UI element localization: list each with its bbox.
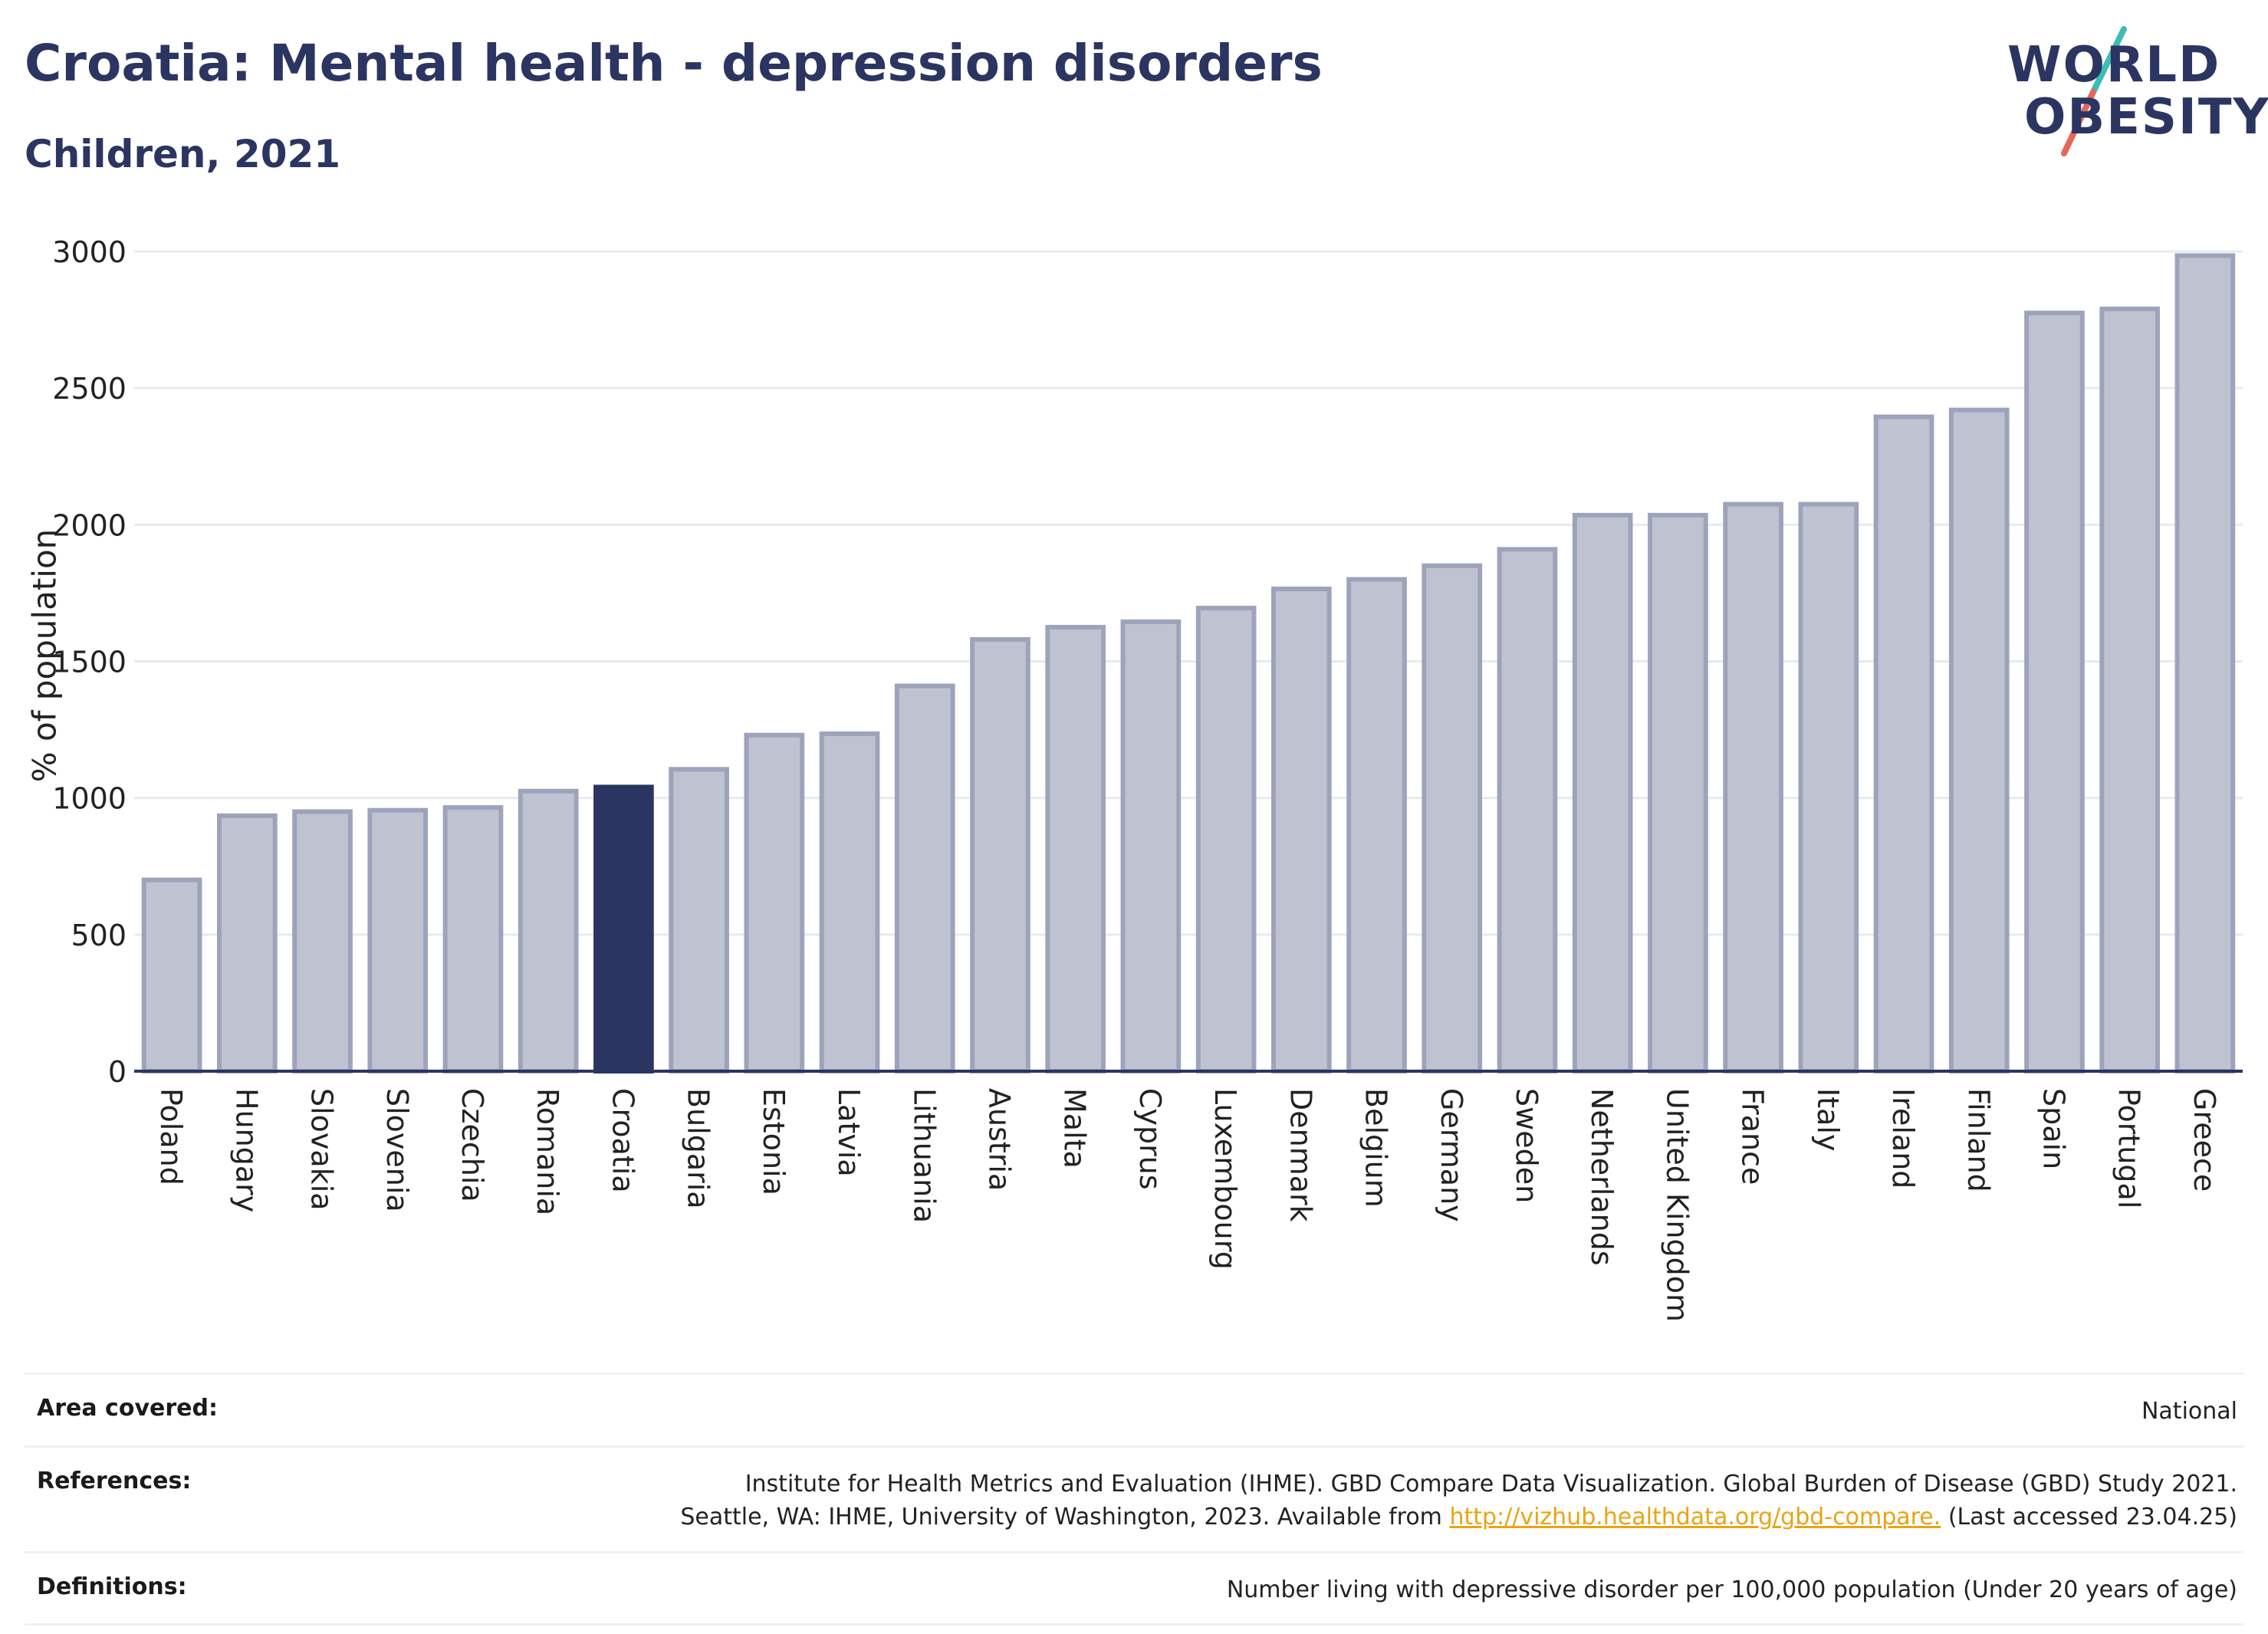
bar-chart: 0 500 1000 1500 2000 2500 3000 Poland Hungary Sl… — [52, 235, 2243, 1322]
x-tick-label: Netherlands — [1585, 1088, 1619, 1266]
bar-malta — [1045, 624, 1106, 1073]
y-tick-label: 1000 — [52, 782, 127, 816]
references-line-2-text: Seattle, WA: IHME, University of Washing… — [680, 1504, 1450, 1530]
definitions-value: Number living with depressive disorder p… — [1226, 1576, 2237, 1603]
bar-latvia — [819, 731, 880, 1073]
x-tick-label: Lithuania — [907, 1088, 941, 1223]
x-tick-label: United Kingdom — [1660, 1088, 1694, 1322]
x-tick-label: Denmark — [1284, 1088, 1317, 1222]
x-tick-label: Spain — [2036, 1088, 2070, 1169]
bar-austria — [970, 636, 1030, 1073]
bars — [141, 253, 2236, 1074]
y-tick-label: 2000 — [52, 508, 127, 542]
info-row-definitions: Definitions: Number living with depressi… — [25, 1550, 2243, 1626]
page-title: Croatia: Mental health - depression diso… — [25, 34, 1323, 93]
bar-slovakia — [292, 809, 353, 1073]
bar-czechia — [442, 805, 504, 1073]
y-ticks: 0 500 1000 1500 2000 2500 3000 — [52, 235, 127, 1089]
x-tick-label: Bulgaria — [682, 1088, 715, 1209]
references-link[interactable]: http://vizhub.healthdata.org/gbd-compare… — [1449, 1504, 1941, 1530]
logo-line2: OBESITY — [2024, 89, 2268, 146]
references-value: Institute for Health Metrics and Evaluat… — [680, 1468, 2243, 1534]
x-tick-label: Slovakia — [305, 1088, 339, 1211]
x-tick-label: Hungary — [229, 1088, 263, 1212]
y-tick-label: 1500 — [52, 646, 127, 679]
bar-hungary — [216, 813, 278, 1074]
references-line-2: Seattle, WA: IHME, University of Washing… — [680, 1501, 2237, 1534]
bar-germany — [1422, 563, 1483, 1073]
page-subtitle: Children, 2021 — [25, 132, 341, 176]
area-covered-label: Area covered: — [37, 1395, 218, 1422]
world-obesity-logo: WORLD OBESITY — [1994, 23, 2268, 161]
logo-line1: WORLD — [2007, 37, 2221, 94]
bar-italy — [1798, 501, 1859, 1073]
bar-ireland — [1873, 414, 1934, 1073]
x-tick-label: Austria — [982, 1088, 1016, 1191]
x-tick-label: Portugal — [2112, 1088, 2146, 1208]
bar-united-kingdom — [1648, 512, 1708, 1073]
x-tick-label: Malta — [1058, 1088, 1092, 1169]
x-tick-label: Estonia — [757, 1088, 791, 1195]
bar-greece — [2174, 253, 2236, 1074]
bar-denmark — [1270, 587, 1332, 1073]
x-tick-label: Ireland — [1886, 1088, 1920, 1189]
bar-bulgaria — [669, 767, 729, 1073]
bar-belgium — [1346, 577, 1407, 1073]
bar-cyprus — [1120, 619, 1182, 1073]
x-tick-label: Latvia — [832, 1088, 866, 1177]
references-label: References: — [37, 1467, 192, 1494]
x-tick-label: Slovenia — [380, 1088, 414, 1212]
y-tick-label: 500 — [71, 919, 127, 952]
x-tick-label: Germany — [1435, 1088, 1468, 1222]
x-tick-label: Italy — [1811, 1088, 1845, 1151]
x-tick-label: Poland — [154, 1088, 188, 1185]
bar-portugal — [2099, 306, 2161, 1073]
x-tick-label: Finland — [1961, 1088, 1995, 1192]
x-tick-label: Greece — [2187, 1088, 2221, 1192]
bar-estonia — [744, 732, 805, 1074]
area-covered-value: National — [2141, 1398, 2237, 1425]
x-tick-label: Romania — [531, 1088, 564, 1215]
x-tick-label: Cyprus — [1133, 1088, 1167, 1190]
bar-netherlands — [1572, 512, 1633, 1073]
info-table: Area covered: National References: Insti… — [25, 1373, 2243, 1626]
x-tick-label: Luxembourg — [1208, 1088, 1242, 1270]
references-line-1: Institute for Health Metrics and Evaluat… — [744, 1470, 2237, 1498]
bar-poland — [141, 877, 202, 1073]
info-row-area: Area covered: National — [25, 1373, 2243, 1445]
bar-romania — [518, 788, 579, 1073]
bar-croatia — [593, 784, 654, 1073]
x-tick-label: Belgium — [1359, 1088, 1393, 1208]
logo-slash-icon — [2061, 26, 2127, 156]
x-tick-label: France — [1736, 1088, 1770, 1185]
bar-luxembourg — [1195, 606, 1257, 1073]
references-accessed: (Last accessed 23.04.25) — [1941, 1504, 2237, 1530]
info-row-references: References: Institute for Health Metrics… — [25, 1445, 2243, 1551]
bar-lithuania — [894, 683, 955, 1073]
bar-france — [1723, 501, 1783, 1073]
bar-sweden — [1497, 547, 1558, 1073]
y-tick-label: 3000 — [52, 235, 127, 269]
y-tick-label: 2500 — [52, 372, 127, 406]
x-tick-label: Czechia — [455, 1088, 489, 1202]
bar-finland — [1948, 407, 2010, 1073]
bar-spain — [2024, 311, 2085, 1073]
x-tick-label: Croatia — [606, 1088, 639, 1193]
bar-slovenia — [367, 807, 429, 1073]
x-tick-label: Sweden — [1510, 1088, 1543, 1203]
y-axis-label: % of population — [25, 528, 64, 783]
x-ticks: Poland Hungary Slovakia Slovenia Czechia Roma… — [154, 1088, 2221, 1322]
y-tick-label: 0 — [108, 1055, 127, 1089]
definitions-label: Definitions: — [37, 1573, 187, 1600]
